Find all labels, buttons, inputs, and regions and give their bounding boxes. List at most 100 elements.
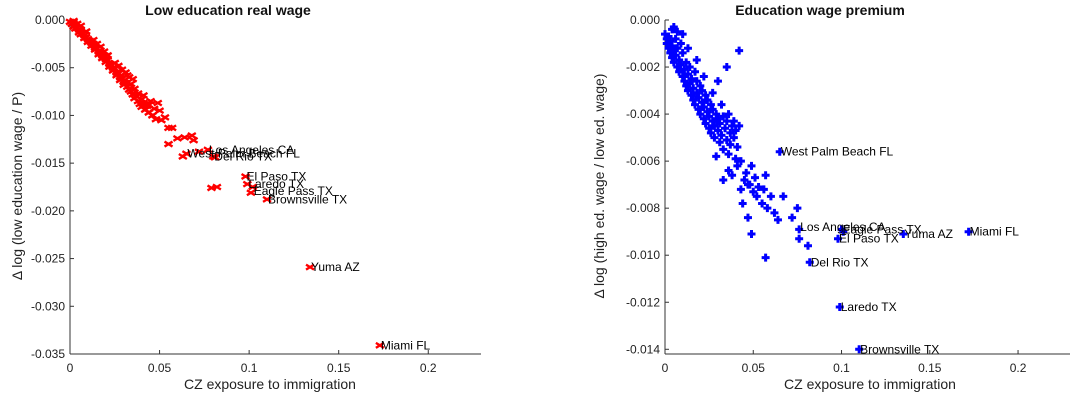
data-point [102,51,113,59]
data-point [181,150,192,158]
data-point [743,180,752,189]
data-point [724,150,733,159]
data-point [708,105,717,114]
data-point [751,173,760,182]
marker-layer [661,23,973,354]
data-point [678,48,687,57]
data-point [187,131,197,139]
data-point [671,51,680,60]
point-annotation: Yuma AZ [904,227,953,241]
data-point [664,32,673,41]
data-point [735,121,744,130]
y-tick-label: -0.025 [31,252,65,266]
data-point [212,183,222,191]
data-point [773,215,782,224]
data-point [110,59,120,67]
point-annotation: Laredo TX [841,300,897,314]
data-point [689,84,698,93]
data-point [754,183,763,191]
point-annotation: Miami FL [970,225,1020,239]
tick-layer: 0 0.05 0.1 0.15 0.2 0.000 -0.002 -0.004 -0.006 -0… [626,13,1070,375]
data-point [724,166,733,175]
data-point [102,56,113,64]
data-point [163,140,174,148]
data-point [153,99,163,107]
data-point [703,107,712,116]
data-point [692,77,701,86]
data-point [669,23,678,32]
data-point [747,230,756,239]
point-annotation: El Paso TX [839,232,899,246]
data-point [167,124,177,132]
data-point [726,128,735,137]
data-point [715,119,724,128]
data-point [375,341,385,349]
data-point [76,22,86,30]
data-point [835,302,844,311]
point-annotation: Yuma AZ [311,260,360,274]
y-tick-label: -0.008 [626,201,660,215]
data-point [678,30,687,39]
data-point [692,55,701,64]
data-point [795,225,804,234]
data-point [747,161,756,170]
data-point [689,95,698,104]
data-point [708,117,717,126]
data-point [749,187,758,196]
data-point [729,117,738,126]
data-point [682,58,691,67]
data-point [721,124,730,133]
y-tick-label: -0.020 [31,204,65,218]
x-tick-label: 0.1 [241,361,258,375]
data-point [728,171,737,180]
data-point [691,67,700,76]
data-point [705,112,714,121]
data-point [743,213,752,222]
data-point [144,101,154,109]
data-point [964,227,973,236]
data-point [680,65,689,74]
data-point [208,152,218,160]
data-point [705,124,714,133]
data-point [666,37,675,46]
data-point [710,121,719,130]
data-point [713,114,722,123]
data-point [81,27,91,35]
x-axis-label: CZ exposure to immigration [784,376,956,392]
data-point [775,147,784,156]
chart-title: Low education real wage [145,2,311,18]
data-point [712,110,721,119]
data-point [671,34,680,43]
point-annotation: Laredo TX [248,177,304,191]
data-point [731,154,740,163]
y-tick-label: -0.006 [626,154,660,168]
data-point [742,168,751,177]
data-point [722,135,731,144]
data-point [687,91,696,100]
data-point [694,105,703,114]
data-point [685,79,694,88]
data-point [92,40,102,48]
data-point [117,66,127,74]
y-tick-label: -0.010 [31,108,65,122]
data-point [717,100,726,109]
data-point [736,185,745,194]
y-tick-label: -0.002 [626,60,660,74]
data-point [691,100,700,109]
data-point [668,41,677,50]
point-annotation: Del Rio TX [811,255,869,269]
data-point [160,113,170,121]
y-tick-label: -0.015 [31,156,65,170]
data-point [676,60,685,69]
data-point [761,171,770,180]
data-point [699,114,708,123]
data-point [715,138,724,147]
data-point [694,93,703,102]
data-point [246,189,256,197]
data-point [683,70,692,79]
data-point [673,27,682,36]
education-wage-premium-chart: Education wage premium CZ exposure to im… [591,2,1070,392]
y-axis-label: Δ log (high ed. wage / low ed. wage) [591,74,607,299]
